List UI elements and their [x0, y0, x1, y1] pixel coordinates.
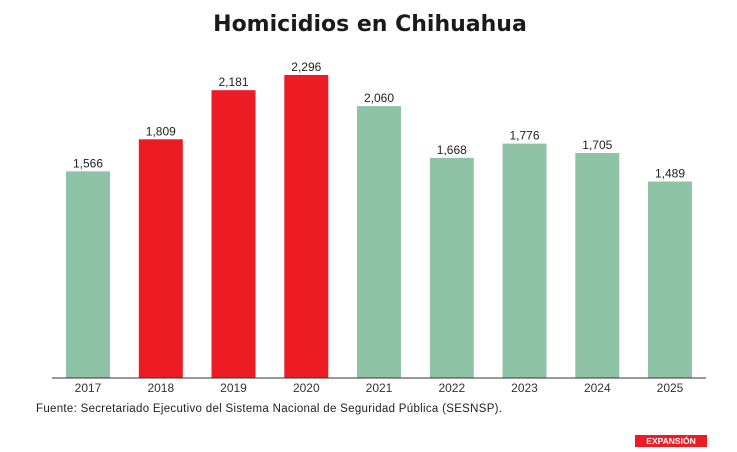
value-label-2020: 2,296 — [291, 60, 321, 74]
x-tick-2025: 2025 — [657, 381, 684, 395]
bar-2023 — [502, 143, 547, 378]
bar-2024 — [575, 153, 620, 378]
x-tick-2022: 2022 — [438, 381, 465, 395]
x-tick-labels: 2017 2018 2019 2020 2021 2022 2023 2024 2025 — [75, 381, 684, 395]
value-label-2017: 1,566 — [73, 156, 103, 170]
value-label-2019: 2,181 — [218, 75, 248, 89]
x-tick-2024: 2024 — [584, 381, 611, 395]
value-label-2021: 2,060 — [364, 91, 394, 105]
bar-2019 — [211, 90, 256, 378]
value-label-2025: 1,489 — [655, 167, 685, 181]
bar-2021 — [357, 106, 401, 378]
brand-logo: EXPANSIÓN — [635, 435, 707, 447]
value-label-2023: 1,776 — [509, 129, 539, 143]
value-label-2018: 1,809 — [146, 124, 176, 138]
brand-logo-background — [635, 435, 707, 447]
bar-2020 — [284, 75, 329, 378]
x-tick-2019: 2019 — [220, 381, 247, 395]
source-note: Fuente: Secretariado Ejecutivo del Siste… — [36, 403, 502, 415]
bar-2018 — [138, 139, 183, 378]
bar-2025 — [648, 181, 692, 378]
x-tick-2020: 2020 — [293, 381, 320, 395]
value-label-2024: 1,705 — [582, 138, 612, 152]
chart-title: Homicidios en Chihuahua — [213, 12, 527, 37]
x-tick-2017: 2017 — [75, 381, 102, 395]
brand-logo-text: EXPANSIÓN — [646, 435, 695, 446]
value-label-2022: 1,668 — [437, 143, 467, 157]
bar-2022 — [429, 157, 474, 378]
bar-2017 — [66, 171, 110, 378]
bars-group: 1,566 1,809 2,181 2,296 2,060 1,668 1,776 1,705… — [66, 60, 692, 378]
x-tick-2021: 2021 — [366, 381, 393, 395]
x-tick-2018: 2018 — [147, 381, 174, 395]
x-tick-2023: 2023 — [511, 381, 538, 395]
